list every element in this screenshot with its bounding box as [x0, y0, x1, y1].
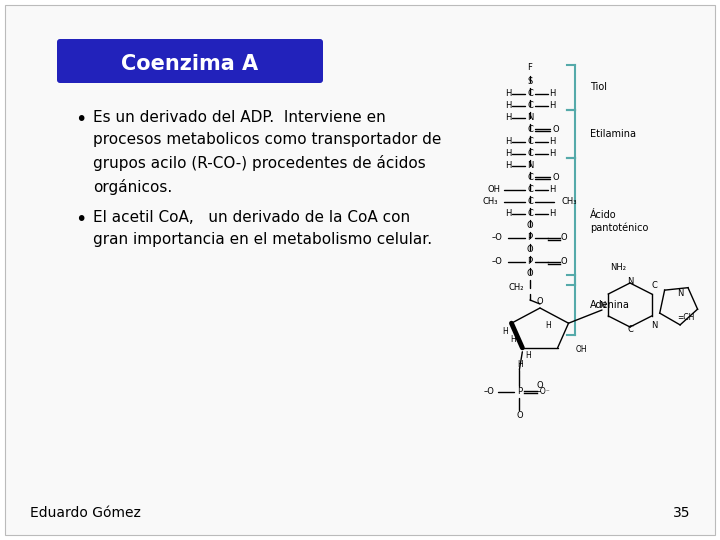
Text: OH: OH — [487, 186, 500, 194]
Text: O: O — [561, 233, 567, 242]
Text: CH₂: CH₂ — [508, 284, 524, 293]
Text: H: H — [549, 150, 555, 159]
Text: N: N — [599, 300, 606, 309]
Text: CH₃: CH₃ — [482, 198, 498, 206]
Text: N: N — [527, 113, 534, 123]
Text: O: O — [527, 246, 534, 254]
Text: H: H — [505, 138, 511, 146]
Text: –O: –O — [491, 233, 502, 242]
Text: H: H — [545, 321, 551, 330]
Text: El acetil CoA,   un derivado de la CoA con
gran importancia en el metabolismo ce: El acetil CoA, un derivado de la CoA con… — [93, 210, 432, 247]
Text: –O: –O — [484, 387, 495, 396]
Text: Adenina: Adenina — [590, 300, 630, 310]
Text: •: • — [75, 110, 86, 129]
Text: H: H — [505, 102, 511, 111]
Text: F: F — [528, 64, 532, 72]
Text: O: O — [527, 221, 534, 231]
Text: •: • — [75, 210, 86, 229]
Text: O: O — [536, 296, 544, 306]
Text: N: N — [651, 321, 657, 329]
Text: CH₃: CH₃ — [562, 198, 577, 206]
Text: C: C — [651, 280, 657, 289]
Text: C: C — [527, 138, 533, 146]
Text: –O⁻: –O⁻ — [536, 387, 550, 396]
Text: O: O — [527, 269, 534, 279]
Text: Coenzima A: Coenzima A — [122, 54, 258, 74]
Text: N: N — [627, 276, 633, 286]
Text: C: C — [527, 186, 533, 194]
Text: N: N — [527, 161, 534, 171]
Text: H: H — [549, 186, 555, 194]
Text: N: N — [677, 288, 683, 298]
Text: Eduardo Gómez: Eduardo Gómez — [30, 506, 141, 520]
Text: O: O — [561, 258, 567, 267]
Text: H: H — [505, 113, 511, 123]
Text: P: P — [528, 233, 533, 242]
Text: =CH: =CH — [678, 313, 695, 321]
FancyBboxPatch shape — [57, 39, 323, 83]
Text: S: S — [527, 78, 533, 86]
Text: H: H — [505, 150, 511, 159]
Text: H: H — [549, 90, 555, 98]
Text: Tiol: Tiol — [590, 83, 607, 92]
Text: H: H — [526, 352, 531, 360]
Text: O: O — [516, 411, 523, 420]
Text: Ácido
pantoténico: Ácido pantoténico — [590, 210, 649, 233]
Text: C: C — [527, 102, 533, 111]
Text: OH: OH — [575, 345, 588, 354]
Text: C: C — [527, 125, 533, 134]
Text: H: H — [503, 327, 508, 336]
Text: P: P — [517, 387, 522, 396]
Text: H: H — [505, 210, 511, 219]
Text: H: H — [518, 360, 523, 369]
Text: C: C — [527, 198, 533, 206]
Text: C: C — [527, 150, 533, 159]
Text: 35: 35 — [672, 506, 690, 520]
Text: H: H — [505, 161, 511, 171]
Text: C: C — [527, 210, 533, 219]
Text: Etilamina: Etilamina — [590, 129, 636, 139]
Text: Es un derivado del ADP.  Interviene en
procesos metabolicos como transportador d: Es un derivado del ADP. Interviene en pr… — [93, 110, 441, 195]
Text: H: H — [549, 102, 555, 111]
Text: H: H — [505, 90, 511, 98]
Text: NH₂: NH₂ — [610, 262, 626, 272]
Text: H: H — [510, 335, 516, 344]
Text: C: C — [527, 173, 533, 183]
Text: O: O — [536, 381, 544, 390]
Text: H: H — [549, 210, 555, 219]
Text: –O: –O — [491, 258, 502, 267]
Text: O: O — [553, 173, 559, 183]
Text: O: O — [553, 125, 559, 134]
Text: H: H — [549, 138, 555, 146]
Text: P: P — [528, 258, 533, 267]
Text: C: C — [627, 325, 633, 334]
Text: C: C — [527, 90, 533, 98]
